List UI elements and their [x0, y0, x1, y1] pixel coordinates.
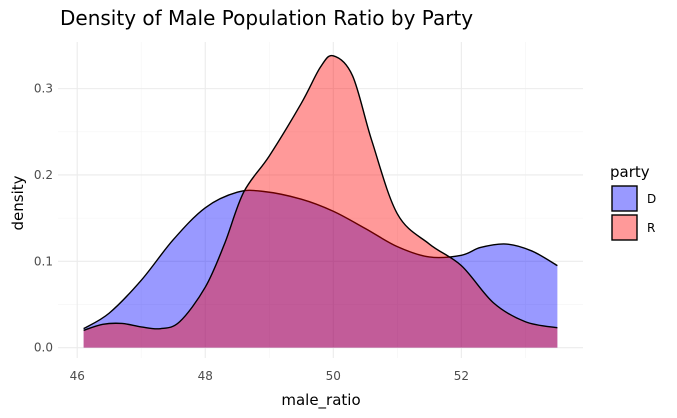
legend: party DR — [610, 163, 656, 241]
density-area-R — [83, 55, 558, 348]
x-axis-title: male_ratio — [281, 391, 360, 410]
x-tick-label: 48 — [198, 369, 213, 383]
y-axis-ticks: 0.0 0.1 0.2 0.3 — [34, 82, 53, 355]
legend-title: party — [610, 163, 650, 181]
y-tick-label: 0.3 — [34, 82, 53, 96]
y-tick-label: 0.2 — [34, 168, 53, 182]
y-axis-title: density — [9, 175, 27, 230]
density-line-D — [83, 189, 558, 330]
x-axis-ticks: 46 48 50 52 — [70, 369, 469, 383]
legend-items: DR — [611, 185, 656, 241]
density-areas — [83, 54, 558, 348]
legend-label-D: D — [647, 192, 656, 206]
legend-key-bg-R — [612, 215, 637, 240]
legend-key-R — [611, 214, 638, 241]
density-area-D — [83, 190, 558, 348]
legend-key-bg-D — [612, 186, 637, 211]
y-tick-label: 0.1 — [34, 254, 53, 268]
legend-key-D — [611, 185, 638, 212]
y-tick-label: 0.0 — [34, 341, 53, 355]
x-tick-label: 46 — [70, 369, 85, 383]
grid — [58, 42, 583, 358]
density-line-R — [83, 54, 558, 332]
chart-title: Density of Male Population Ratio by Part… — [60, 6, 473, 30]
x-tick-label: 52 — [454, 369, 469, 383]
x-tick-label: 50 — [326, 369, 341, 383]
legend-label-R: R — [647, 221, 655, 235]
